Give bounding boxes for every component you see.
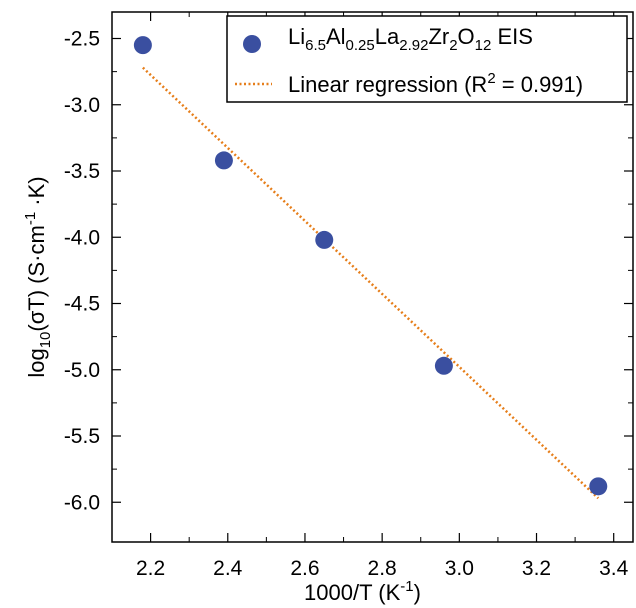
y-tick-label: -4.0: [64, 226, 100, 249]
y-axis-label: log10(σT) (S·cm-1 ·K): [22, 176, 54, 377]
x-axis-label: 1000/T (K-1): [304, 578, 421, 605]
y-tick-label: -4.5: [64, 293, 100, 316]
data-point: [214, 151, 233, 170]
plot-frame: [111, 11, 634, 543]
legend-text-part: O: [458, 24, 475, 49]
legend-text-part: Zr: [428, 24, 449, 49]
data-point: [589, 477, 608, 496]
x-axis-label-sup: -1: [400, 578, 413, 595]
axis-labels: 1000/T (K-1)log10(σT) (S·cm-1 ·K): [22, 176, 421, 605]
data-point: [434, 356, 453, 375]
x-tick-label: 2.4: [213, 557, 243, 580]
y-axis-label-text: ·K): [24, 176, 49, 211]
y-axis-label-text: log: [24, 348, 49, 377]
y-tick-label: -5.0: [64, 359, 100, 382]
legend-text-part: Linear regression (R: [288, 72, 487, 97]
x-axis-label-text: 1000/T (K: [304, 580, 401, 605]
y-tick-label: -6.0: [64, 491, 100, 514]
regression-line: [142, 66, 600, 500]
plot-area: [133, 36, 608, 500]
legend-text-part: 2.92: [399, 37, 428, 54]
x-tick-label: 3.4: [599, 557, 629, 580]
legend-text-part: 2: [449, 37, 457, 54]
axis-ticks: 2.2 2.4 2.6 2.8 3.0 3.2 3.4 -6.0 -5.5 -5.0 -4.5 -4.…: [64, 12, 633, 580]
x-tick-label: 2.6: [290, 557, 319, 580]
legend-label-line: Linear regression (R2 = 0.991): [288, 70, 583, 97]
legend-text-part: 6.5: [305, 37, 326, 54]
y-axis-label-sup: -1: [22, 212, 39, 225]
x-axis-label-tail: ): [414, 580, 421, 605]
data-point: [315, 230, 334, 249]
y-axis-label-sub: 10: [37, 332, 54, 349]
legend-label-scatter: Li6.5Al0.25La2.92Zr2O12 EIS: [288, 24, 533, 54]
x-tick-label: 2.2: [136, 557, 165, 580]
legend-text-part: 0.25: [346, 37, 375, 54]
legend-box: [226, 15, 628, 103]
y-tick-label: -3.0: [64, 94, 100, 117]
x-tick-label: 2.8: [368, 557, 397, 580]
legend-text-part: Al: [326, 24, 346, 49]
x-tick-label: 3.0: [445, 557, 474, 580]
legend-text-part: 2: [487, 70, 495, 87]
legend-text-part: La: [375, 24, 400, 49]
x-tick-label: 3.2: [522, 557, 551, 580]
y-tick-label: -3.5: [64, 160, 100, 183]
legend-text-part: EIS: [491, 24, 533, 49]
legend-text-part: Li: [288, 24, 305, 49]
legend-text-part: = 0.991): [496, 72, 583, 97]
legend-text-part: 12: [475, 37, 492, 54]
y-axis-label-text: (σT) (S·cm: [24, 225, 49, 331]
legend-marker-scatter: [243, 35, 261, 53]
data-point: [133, 36, 152, 55]
y-tick-label: -5.5: [64, 425, 100, 448]
y-tick-label: -2.5: [64, 28, 100, 51]
